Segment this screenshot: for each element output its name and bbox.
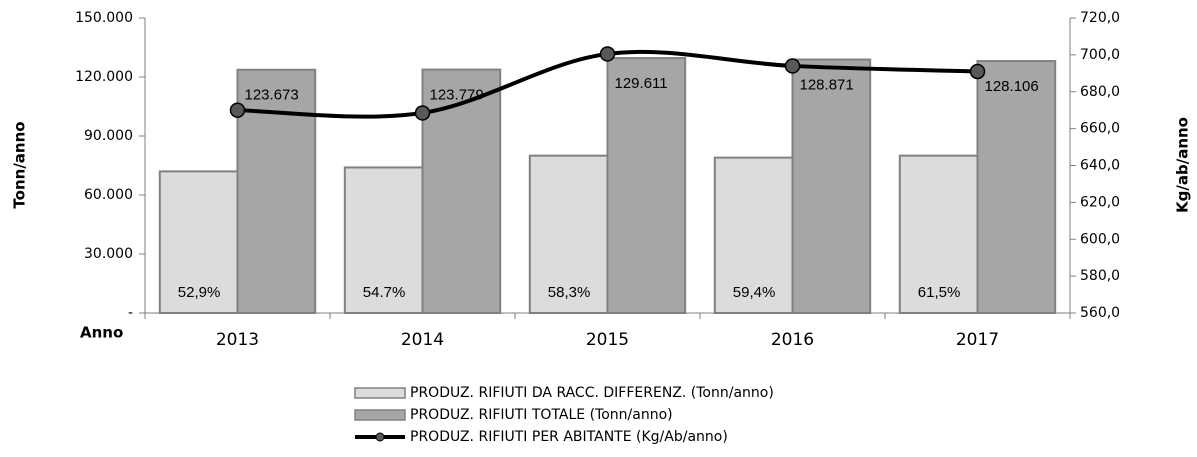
bar xyxy=(343,166,424,314)
line-marker xyxy=(784,58,801,74)
y-tick-label: 120.000 xyxy=(75,69,133,85)
y-axis-title: Tonn/anno xyxy=(11,121,29,208)
y2-tick-label: 600,0 xyxy=(1080,231,1120,247)
legend-label: PRODUZ. RIFIUTI PER ABITANTE (Kg/Ab/anno… xyxy=(410,429,728,445)
x-tick-label: 2015 xyxy=(586,330,629,350)
y2-tick-label: 680,0 xyxy=(1080,84,1120,100)
y-tick-label: - xyxy=(128,305,133,321)
legend-swatch xyxy=(354,387,406,399)
value-label: 128.106 xyxy=(985,78,1039,95)
bar xyxy=(976,60,1057,315)
line-marker xyxy=(599,46,616,62)
annotation: 52,9% xyxy=(178,284,221,301)
x-axis-title: Anno xyxy=(80,324,123,342)
annotation: 61,5% xyxy=(918,284,961,301)
y2-tick-label: 700,0 xyxy=(1080,47,1120,63)
annotation: 59,4% xyxy=(733,284,776,301)
annotation: 54.7% xyxy=(363,284,406,301)
bar xyxy=(606,57,687,314)
bar xyxy=(236,68,317,315)
value-label: 128.871 xyxy=(800,77,854,94)
line-marker xyxy=(229,102,246,118)
line-marker xyxy=(414,105,431,121)
x-tick-label: 2013 xyxy=(216,330,259,350)
bar xyxy=(713,156,794,314)
value-label: 123.673 xyxy=(245,87,299,104)
annotation: 58,3% xyxy=(548,284,591,301)
y-tick-label: 30.000 xyxy=(84,246,133,262)
legend-swatch xyxy=(354,409,406,421)
legend-label: PRODUZ. RIFIUTI TOTALE (Tonn/anno) xyxy=(410,407,673,423)
y2-tick-label: 620,0 xyxy=(1080,194,1120,210)
bar xyxy=(528,154,609,314)
value-label: 129.611 xyxy=(615,75,668,92)
y2-tick-label: 640,0 xyxy=(1080,158,1120,174)
y-tick-label: 150.000 xyxy=(75,10,133,26)
line-marker xyxy=(969,63,986,80)
y2-tick-label: 580,0 xyxy=(1080,268,1120,284)
y2-tick-label: 660,0 xyxy=(1080,121,1120,137)
x-tick-label: 2014 xyxy=(401,330,444,350)
y2-axis-title: Kg/ab/anno xyxy=(1174,117,1192,213)
x-tick-label: 2016 xyxy=(771,330,814,350)
y-tick-label: 90.000 xyxy=(84,128,133,144)
y2-tick-label: 560,0 xyxy=(1080,305,1120,321)
x-tick-label: 2017 xyxy=(956,330,999,350)
bar xyxy=(158,170,239,314)
y-tick-label: 60.000 xyxy=(84,187,133,203)
y2-tick-label: 720,0 xyxy=(1080,10,1120,26)
bar xyxy=(421,68,502,315)
legend-label: PRODUZ. RIFIUTI DA RACC. DIFFERENZ. (Ton… xyxy=(410,385,774,401)
value-label: 123.779 xyxy=(430,87,484,104)
legend-swatch-marker xyxy=(375,432,385,442)
bar xyxy=(791,58,872,315)
